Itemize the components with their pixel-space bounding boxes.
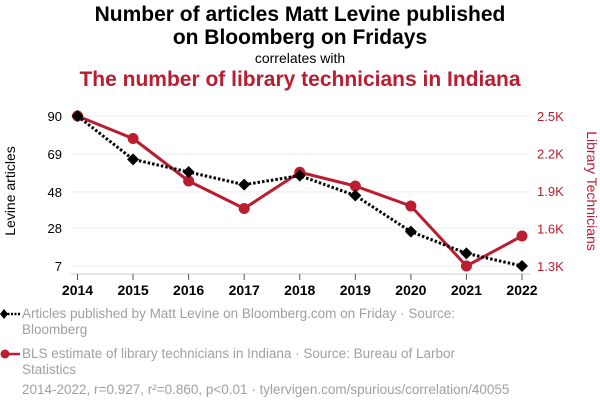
data-point-library [238,203,250,214]
series-levine-articles [71,110,528,272]
y-right-axis-label: Library Technicians [584,131,600,251]
x-tick-label: 2014 [62,282,93,298]
legend-label-library: BLS estimate of library technicians in I… [22,346,455,377]
data-point-levine [182,166,195,179]
data-point-levine [516,260,528,272]
data-point-levine [71,110,84,122]
data-point-library [460,260,472,272]
x-tick-label: 2016 [173,282,204,298]
gridlines [71,115,530,267]
legend-item-levine[interactable]: Articles published by Matt Levine on Blo… [0,306,462,338]
data-point-library [183,175,195,187]
y-right-tick-label: 1.9K [537,184,564,199]
y-right-ticks: 2.5K 2.2K 1.9K 1.6K 1.3K [537,109,564,274]
x-tick-label: 2020 [395,282,426,298]
x-tick-label: 2018 [284,282,315,298]
chart-title-secondary: The number of library technicians in Ind… [79,68,521,91]
y-right-tick-label: 1.6K [537,222,564,237]
series-line-library [76,114,523,268]
chart-subtitle: correlates with [254,50,346,66]
legend-item-library[interactable]: BLS estimate of library technicians in I… [0,346,462,378]
data-point-levine [404,225,417,238]
y-left-tick-label: 69 [48,147,62,162]
data-point-library [349,180,361,192]
legend-marker-circle-icon [0,349,20,359]
footer-stats: 2014-2022, r=0.927, r²=0.860, p<0.01 · t… [22,382,510,397]
x-tick-label: 2017 [229,282,260,298]
y-left-tick-label: 28 [48,221,62,236]
data-point-levine [127,153,140,166]
data-point-library [127,133,139,144]
data-point-library [405,200,417,212]
data-point-levine [349,189,362,202]
y-right-tick-label: 1.3K [537,259,564,274]
series-library-technicians [72,110,528,272]
x-tick-label: 2022 [506,282,537,298]
x-tick-label: 2015 [117,282,148,298]
series-line-levine [76,114,523,268]
legend-marker-diamond-icon [0,309,20,319]
y-left-ticks: 90 69 48 28 7 [48,109,62,274]
x-tick-label: 2021 [451,282,482,298]
data-point-levine [238,178,251,191]
data-point-levine [460,247,473,260]
y-left-tick-label: 48 [48,185,62,200]
data-point-library [516,230,528,242]
x-ticks: 2014 2015 2016 2017 2018 2019 2020 2021 2022 [62,274,538,298]
x-tick-label: 2019 [340,282,371,298]
data-point-levine [293,169,306,182]
chart-title-text: Number of articles Matt Levine published… [94,3,506,49]
y-left-tick-label: 7 [55,259,62,274]
y-right-tick-label: 2.5K [537,109,564,124]
y-left-axis-label: Levine articles [2,146,18,236]
y-right-tick-label: 2.2K [537,147,564,162]
legend-label-levine: Articles published by Matt Levine on Blo… [22,306,455,337]
chart-title: Number of articles Matt Levine published… [0,3,600,49]
y-left-tick-label: 90 [48,109,62,124]
legend: Articles published by Matt Levine on Blo… [0,306,600,386]
